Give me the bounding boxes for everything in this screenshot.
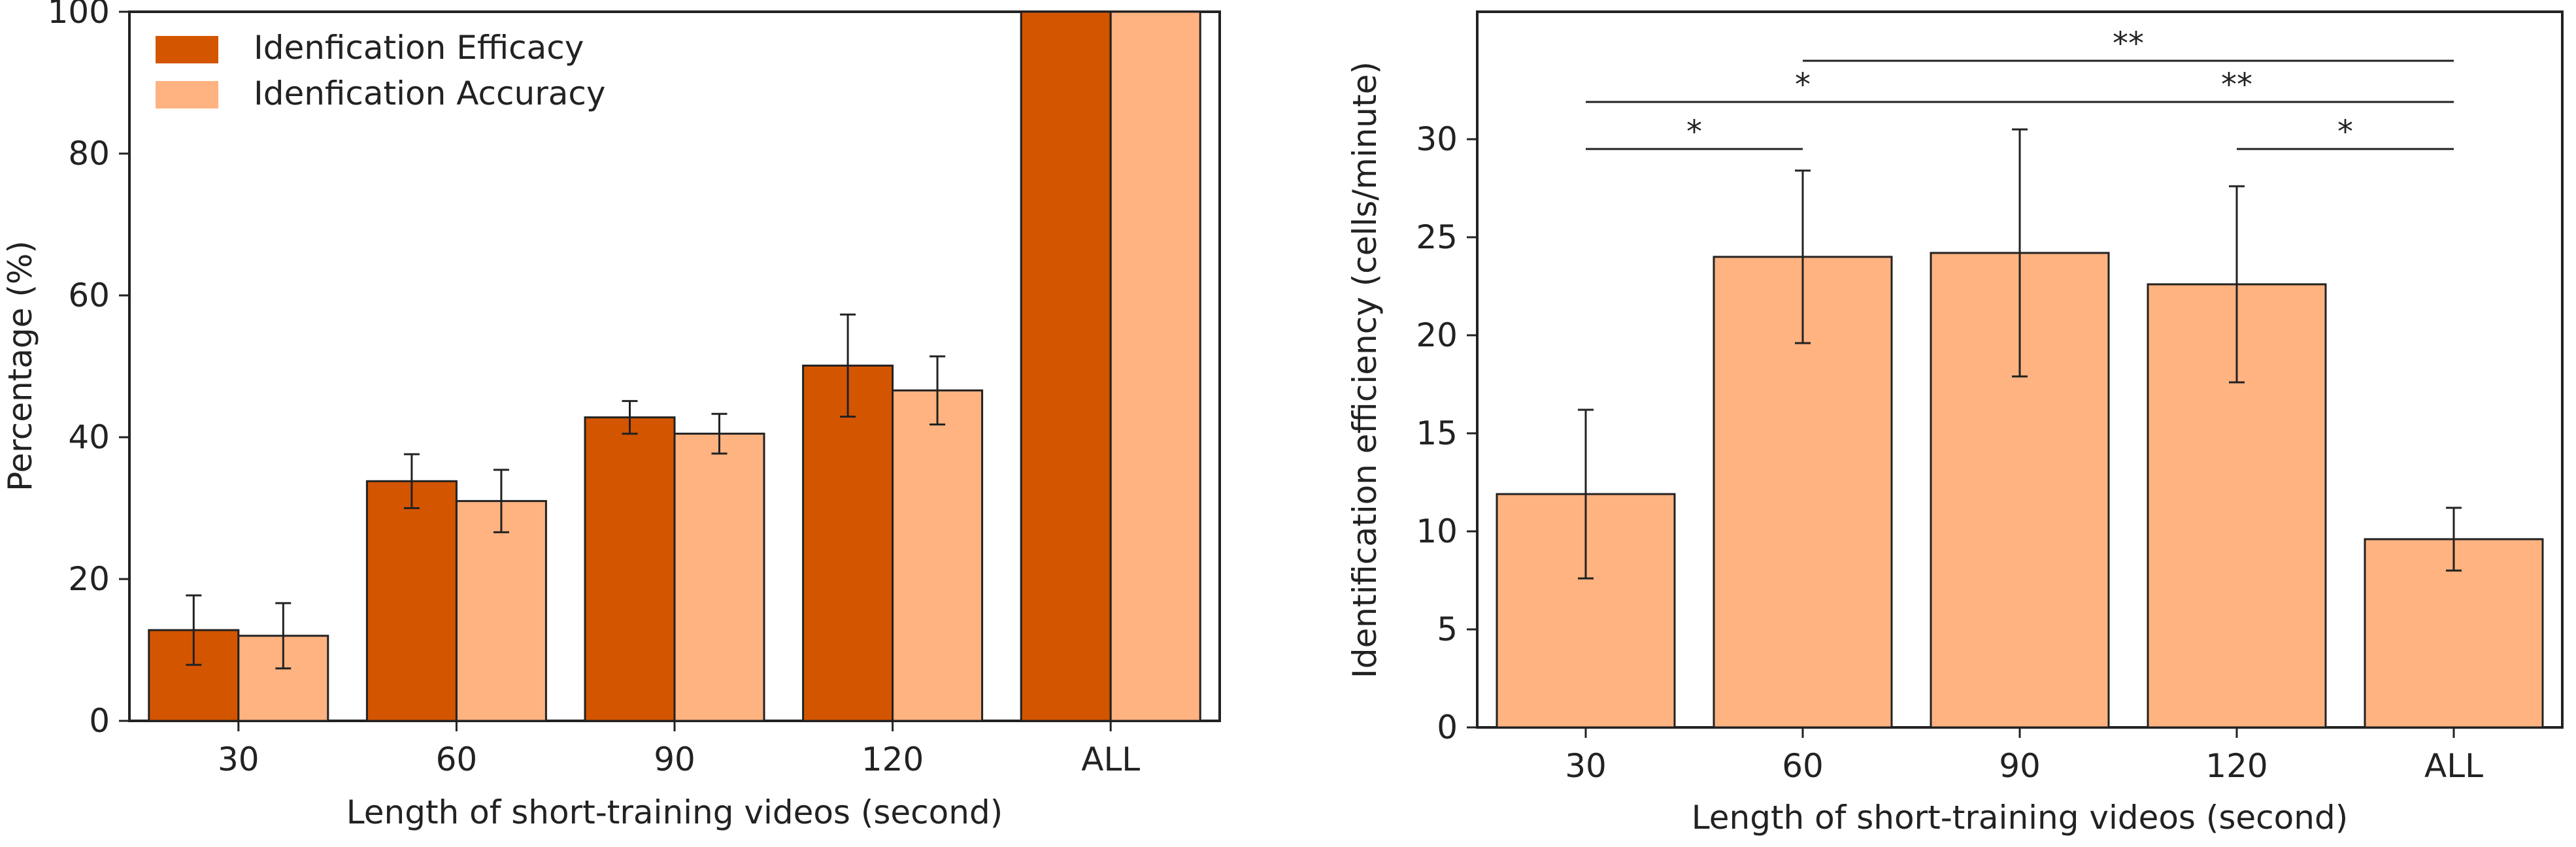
- y-tick-label-80: 80: [68, 135, 110, 173]
- legend-swatch-efficacy: [156, 36, 218, 63]
- x-tick-label-ALL: ALL: [1081, 740, 1140, 778]
- x-tick-label-120: 120: [861, 740, 924, 778]
- significance-label-30-90: *: [1795, 67, 1811, 103]
- bar-accuracy-90: [673, 433, 765, 722]
- y-tick-label-20: 20: [68, 560, 110, 598]
- x-tick-label-60: 60: [1782, 747, 1824, 785]
- significance-label-30-60: *: [1686, 114, 1702, 150]
- x-tick-label-30: 30: [218, 740, 259, 778]
- legend-label-accuracy: Idenfication Accuracy: [254, 75, 606, 112]
- legend-swatch-accuracy: [156, 81, 218, 108]
- x-tick-label-120: 120: [2205, 747, 2267, 785]
- x-tick-label-90: 90: [1999, 747, 2041, 785]
- significance-label-120-ALL: *: [2337, 114, 2353, 150]
- legend-label-efficacy: Idenfication Efficacy: [254, 29, 584, 67]
- y-tick-label-100: 100: [48, 0, 110, 31]
- y-tick-label-10: 10: [1416, 512, 1458, 550]
- y-tick-label-0: 0: [89, 702, 110, 740]
- bar-efficacy-120: [802, 364, 894, 722]
- left-y-axis-label: Percentage (%): [1, 241, 39, 491]
- bar-accuracy-ALL: [1109, 10, 1201, 722]
- x-tick-label-30: 30: [1565, 747, 1607, 785]
- left-x-ticks: 30 60 90 120 ALL: [218, 721, 1140, 778]
- left-x-axis-label: Length of short-training videos (second): [346, 793, 1003, 831]
- y-tick-label-5: 5: [1437, 610, 1458, 648]
- y-tick-label-25: 25: [1416, 218, 1458, 256]
- x-tick-label-ALL: ALL: [2424, 747, 2483, 785]
- bar-efficacy-60: [365, 480, 458, 722]
- y-tick-label-0: 0: [1437, 708, 1458, 746]
- efficacy-accuracy-chart: 0 20 40 60 80 100 30 60 90 120 ALL Length of shor…: [1, 0, 1221, 831]
- significance-label-60-ALL: **: [2113, 25, 2144, 62]
- y-tick-label-15: 15: [1416, 414, 1458, 452]
- x-tick-label-60: 60: [436, 740, 478, 778]
- y-tick-label-40: 40: [68, 418, 110, 456]
- left-y-ticks: 0 20 40 60 80 100: [48, 0, 129, 740]
- y-tick-label-20: 20: [1416, 316, 1458, 354]
- y-tick-label-30: 30: [1416, 120, 1458, 158]
- right-x-axis-label: Length of short-training videos (second): [1692, 799, 2348, 837]
- bar-efficacy-90: [584, 416, 676, 722]
- significance-label-90-ALL: **: [2221, 67, 2252, 103]
- right-y-axis-label: Identification efficiency (cells/minute): [1346, 61, 1384, 678]
- bar-accuracy-60: [455, 500, 547, 722]
- bar-efficacy-ALL: [1020, 10, 1112, 722]
- x-tick-label-90: 90: [654, 740, 695, 778]
- right-bars: [1496, 128, 2544, 729]
- legend: Idenfication Efficacy Idenfication Accur…: [156, 29, 606, 112]
- significance-brackets: *******: [1586, 25, 2454, 150]
- y-tick-label-60: 60: [68, 276, 110, 314]
- left-bars: [148, 10, 1201, 722]
- right-y-ticks: 0 5 10 15 20 25 30: [1416, 120, 1477, 746]
- bar-accuracy-120: [892, 389, 984, 722]
- right-x-ticks: 30 60 90 120 ALL: [1565, 727, 2483, 785]
